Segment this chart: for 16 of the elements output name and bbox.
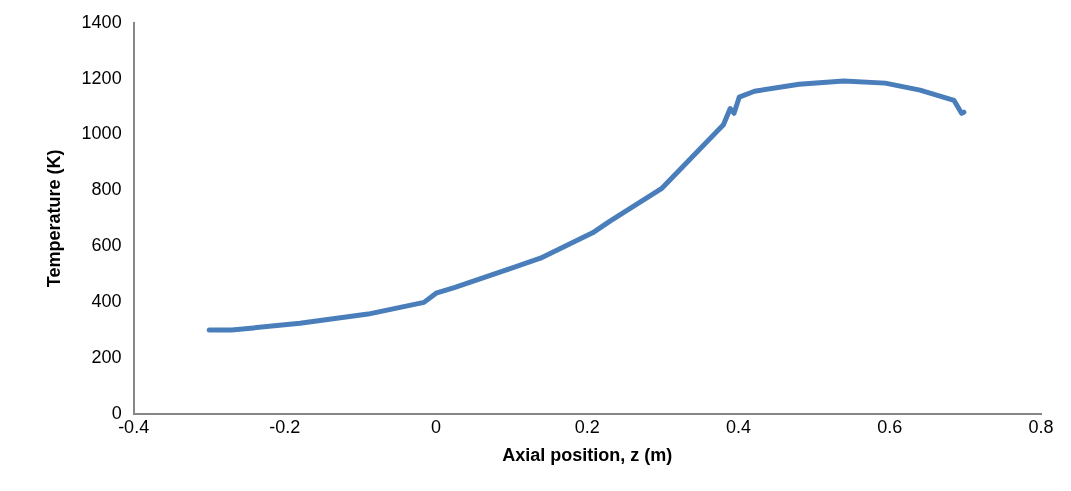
x-tick-label: 0.2 [574,416,600,437]
y-tick-label: 400 [91,291,122,312]
y-axis-title: Temperature (K) [43,149,64,288]
x-tick-label: 0 [431,416,442,437]
x-tick-label: 0.8 [1028,416,1054,437]
y-tick-label: 1000 [81,123,122,144]
x-axis-title: Axial position, z (m) [502,445,673,466]
y-tick-label: 800 [91,179,122,200]
x-tick-label: 0.6 [877,416,903,437]
x-tick-label: -0.2 [269,416,301,437]
x-tick-label: 0.4 [726,416,752,437]
y-tick-label: 600 [91,235,122,256]
y-tick-label: 1200 [81,67,122,88]
y-tick-label: 0 [111,402,122,423]
y-tick-label: 200 [91,346,122,367]
y-tick-label: 1400 [81,11,122,32]
